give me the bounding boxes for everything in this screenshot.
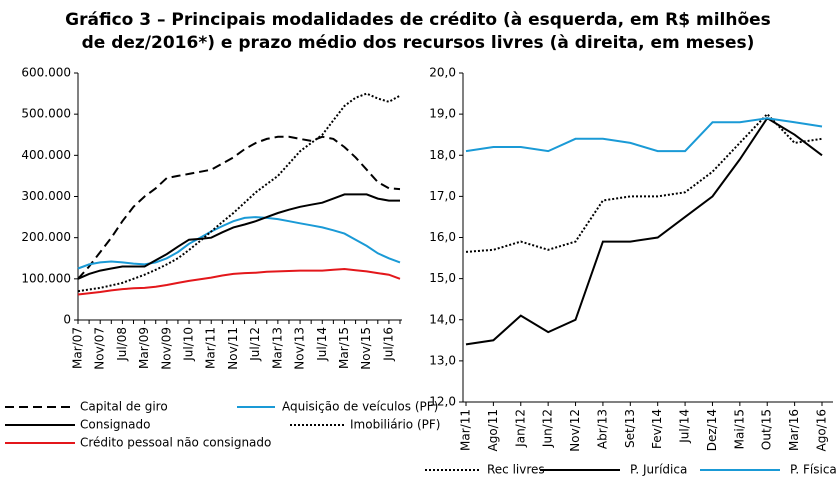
- series-line: [77, 216, 401, 270]
- y-tick-label: 13,0: [429, 353, 456, 367]
- legend-label: Aquisição de veículos (PF): [282, 400, 438, 414]
- y-tick-label: 100.000: [21, 271, 71, 285]
- x-tick-label: Jul/10: [182, 327, 196, 362]
- x-tick-label: Ago/11: [486, 409, 500, 451]
- y-tick-label: 12,0: [429, 395, 456, 409]
- x-tick-label: Jul/08: [115, 327, 129, 362]
- y-tick-label: 17,0: [429, 189, 456, 203]
- y-tick-label: 500.000: [21, 107, 71, 121]
- x-tick-label: Ago/16: [815, 409, 829, 451]
- x-tick-label: Mar/16: [787, 409, 801, 451]
- x-tick-label: Jan/12: [513, 409, 527, 448]
- x-tick-label: Jun/12: [541, 409, 555, 448]
- y-tick-label: 18,0: [429, 148, 456, 162]
- title-line: de dez/2016*) e prazo médio dos recursos…: [82, 33, 755, 53]
- series-line: [465, 116, 823, 346]
- legend-label: Crédito pessoal não consignado: [80, 436, 271, 450]
- y-tick-label: 600.000: [21, 66, 71, 80]
- x-tick-label: Jul/16: [381, 327, 395, 362]
- series-line: [77, 193, 400, 280]
- y-tick-label: 400.000: [21, 148, 71, 162]
- x-tick-label: Out/15: [760, 409, 774, 450]
- x-tick-label: Jul/14: [678, 409, 692, 444]
- x-tick-label: Nov/09: [159, 327, 173, 370]
- series-line: [465, 112, 823, 253]
- title-line: Gráfico 3 – Principais modalidades de cr…: [65, 10, 771, 30]
- series-line: [77, 92, 401, 293]
- x-tick-label: Jul/12: [248, 327, 262, 362]
- y-tick-label: 19,0: [429, 107, 456, 121]
- y-tick-label: 15,0: [429, 271, 456, 285]
- x-tick-label: Nov/12: [568, 409, 582, 452]
- legend-label: Capital de giro: [80, 400, 168, 414]
- x-tick-label: Nov/11: [226, 327, 240, 370]
- x-tick-label: Set/13: [623, 409, 637, 448]
- legend-label: P. Jurídica: [630, 463, 687, 477]
- x-tick-label: Nov/07: [93, 327, 107, 370]
- series-line: [77, 135, 401, 280]
- y-tick-label: 16,0: [429, 230, 456, 244]
- x-tick-label: Jul/14: [315, 327, 329, 362]
- series-line: [465, 117, 823, 153]
- legend-label: Imobiliário (PF): [350, 418, 440, 432]
- legend-label: Consignado: [80, 418, 150, 432]
- series-line: [77, 267, 401, 296]
- x-tick-label: Nov/13: [293, 327, 307, 370]
- y-tick-label: 0: [63, 313, 71, 327]
- y-tick-label: 200.000: [21, 230, 71, 244]
- x-tick-label: Dez/14: [705, 409, 719, 451]
- x-tick-label: Nov/15: [359, 327, 373, 370]
- x-tick-label: Mar/11: [204, 327, 218, 369]
- x-tick-label: Mar/09: [137, 327, 151, 369]
- x-tick-label: Mar/15: [337, 327, 351, 369]
- x-tick-label: Mai/15: [732, 409, 746, 449]
- x-tick-label: Abr/13: [595, 409, 609, 449]
- y-tick-label: 14,0: [429, 312, 456, 326]
- y-tick-label: 20,0: [429, 66, 456, 80]
- legend-label: P. Física: [790, 463, 836, 477]
- x-tick-label: Mar/07: [71, 327, 85, 369]
- x-tick-label: Mar/11: [459, 409, 473, 451]
- x-tick-label: Mar/13: [270, 327, 284, 369]
- x-tick-label: Fev/14: [650, 409, 664, 449]
- legend-label: Rec livres: [487, 463, 545, 477]
- y-tick-label: 300.000: [21, 189, 71, 203]
